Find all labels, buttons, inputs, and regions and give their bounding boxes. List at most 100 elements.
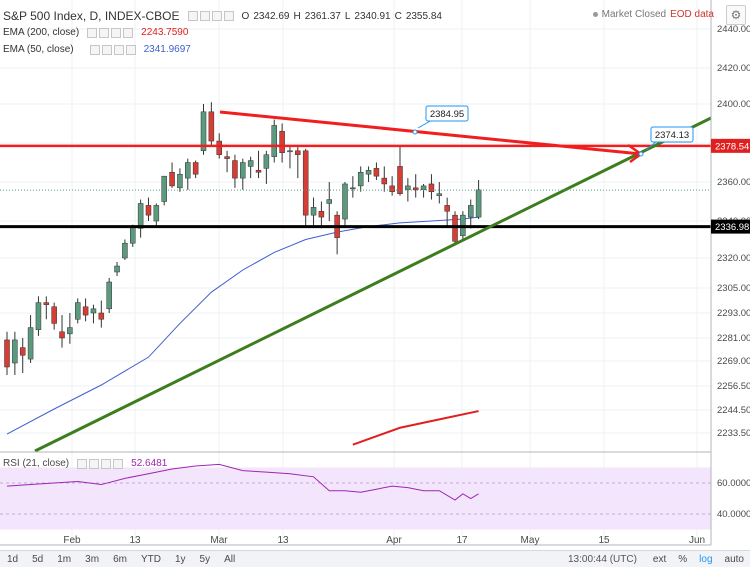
candle-body-down [444, 205, 450, 212]
candle [145, 197, 152, 221]
candle-body-up [420, 185, 427, 191]
ema50-path [6, 216, 479, 435]
candle-body-down [428, 183, 435, 192]
candle [467, 199, 474, 229]
ema50-legend[interactable]: EMA (50, close) 2341.9697 [3, 44, 191, 55]
axes: 2440.002420.002400.002380.002360.002340.… [0, 0, 750, 546]
candles[interactable] [4, 102, 482, 375]
range-5y[interactable]: 5y [199, 553, 211, 565]
rsi-tools[interactable] [77, 458, 124, 469]
market-status: Market Closed EOD data [592, 9, 714, 20]
percent-toggle[interactable]: % [678, 553, 688, 565]
candle-body-down [59, 331, 65, 339]
legend-tools[interactable] [187, 11, 234, 21]
ohlc-close: 2355.84 [405, 10, 442, 22]
time-tick-label: 15 [598, 535, 610, 546]
price-highlight-label: 2336.98 [715, 222, 749, 233]
rsi-value: 52.6481 [131, 458, 168, 469]
time-tick-label: 13 [129, 535, 141, 546]
ohlc-low-label: L [344, 10, 351, 22]
range-1y[interactable]: 1y [174, 553, 186, 565]
candle [389, 176, 395, 196]
candle-body-down [302, 150, 309, 216]
candle-body-down [279, 131, 285, 154]
candle [436, 182, 443, 204]
range-1d[interactable]: 1d [7, 553, 19, 565]
rsi-legend[interactable]: RSI (21, close) 52.6481 [3, 458, 167, 469]
candle [59, 315, 65, 348]
rsi-band [0, 467, 711, 530]
candle [350, 176, 356, 198]
auto-toggle[interactable]: auto [724, 553, 744, 565]
price-tick-label: 2440.00 [717, 24, 750, 35]
candle-body-down [295, 150, 301, 155]
candle [82, 298, 89, 322]
eod-data-text: EOD data [670, 9, 714, 20]
ema50-tools[interactable] [89, 44, 136, 55]
range-1m[interactable]: 1m [57, 553, 72, 565]
ohlc-close-label: C [394, 10, 402, 22]
candle-body-down [43, 302, 50, 305]
range-all[interactable]: All [224, 553, 236, 565]
time-tick-label: 13 [277, 535, 289, 546]
candle [19, 338, 26, 373]
toolbar-right: 13:00:44 (UTC) ext % log auto [562, 554, 750, 565]
candle-body-down [373, 168, 380, 177]
candle-body-up [114, 265, 120, 273]
range-3m[interactable]: 3m [85, 553, 100, 565]
rsi-tick-label: 60.0000 [717, 478, 750, 489]
time-tick-label: May [521, 535, 540, 546]
status-dot-icon [592, 11, 598, 17]
rsi-label: RSI (21, close) [3, 458, 70, 469]
ema200-path [352, 410, 479, 446]
candle [279, 123, 285, 163]
ohlc-open-label: O [241, 10, 250, 22]
ohlc-high-label: H [293, 10, 301, 22]
range-5d[interactable]: 5d [32, 553, 44, 565]
candle [255, 150, 262, 179]
range-ytd[interactable]: YTD [140, 553, 161, 565]
candle [240, 158, 246, 190]
candle-body-up [137, 203, 144, 229]
candle-body-down [452, 214, 458, 242]
candle-body-up [35, 302, 42, 330]
candle [318, 201, 325, 229]
symbol-title: S&P 500 Index, D, INDEX-CBOE [3, 9, 180, 23]
candle [342, 182, 348, 227]
time-tick-label: Jun [689, 535, 705, 546]
candle [114, 262, 120, 276]
candle [475, 180, 482, 220]
callout-box [650, 126, 694, 143]
ohlc-low: 2340.91 [354, 10, 391, 22]
price-tick-label: 2360.00 [717, 177, 750, 188]
candle-body-up [326, 199, 333, 204]
candle [185, 158, 191, 190]
anchor-point [412, 129, 418, 135]
candle [263, 150, 270, 184]
ema200-label: EMA (200, close) [3, 27, 80, 38]
ohlc-high: 2361.37 [304, 10, 341, 22]
range-6m[interactable]: 6m [113, 553, 127, 565]
candle [43, 296, 50, 320]
drawn-trendlines[interactable]: 2384.95 2374.13 [0, 105, 712, 453]
candle [302, 148, 309, 227]
ext-toggle[interactable]: ext [652, 553, 667, 565]
candle-body-up [90, 308, 97, 314]
candle [35, 296, 42, 336]
ohlc-open: 2342.69 [253, 10, 290, 22]
price-tick-label: 2244.50 [717, 405, 750, 416]
price-tick-label: 2281.00 [717, 333, 750, 344]
time-tick-label: Mar [210, 535, 228, 546]
ema200-tools[interactable] [87, 27, 134, 38]
candle [444, 197, 450, 227]
gear-icon[interactable]: ⚙ [726, 5, 746, 25]
candle [208, 102, 215, 147]
candle-body-down [255, 170, 262, 173]
candle-body-up [365, 170, 372, 175]
candle [51, 302, 57, 330]
ema200-legend[interactable]: EMA (200, close) 2243.7590 [3, 27, 188, 38]
time-tick-label: 17 [456, 535, 468, 546]
log-toggle[interactable]: log [699, 553, 713, 565]
candle [271, 119, 277, 163]
